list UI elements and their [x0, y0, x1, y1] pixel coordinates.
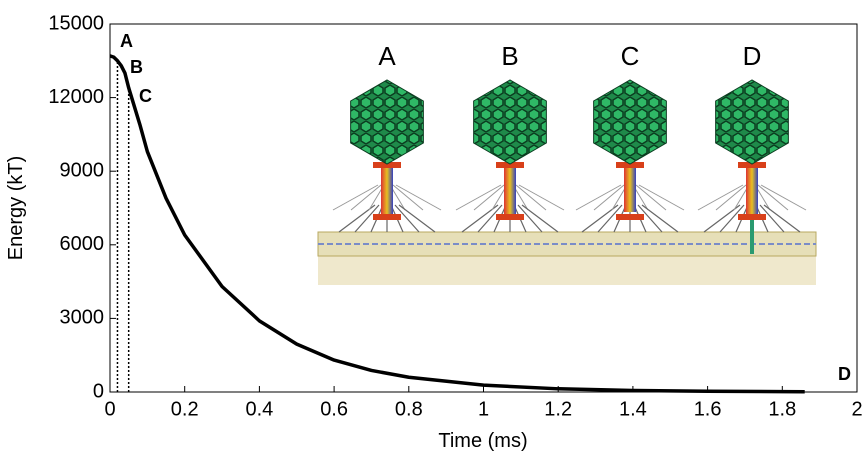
x-tick-label: 1.8 — [768, 398, 796, 420]
inset-illustration: A B C D — [318, 41, 816, 285]
phage-head — [594, 80, 667, 164]
baseplate — [496, 214, 524, 220]
x-tick-label: 0.4 — [245, 398, 273, 420]
energy-curve — [110, 56, 805, 392]
inset-label: B — [501, 41, 518, 71]
phage-tail — [381, 168, 393, 218]
baseplate — [373, 214, 401, 220]
inset-label: A — [378, 41, 396, 71]
x-tick-label: 1 — [478, 398, 489, 420]
x-tick-label: 0.6 — [320, 398, 348, 420]
y-tick-label: 12000 — [48, 86, 104, 108]
phage-head — [716, 80, 789, 164]
y-tick-label: 0 — [93, 380, 104, 402]
x-tick-label: 2 — [851, 398, 862, 420]
chart: ABCD Energy (kT) Time (ms) 0300060009000… — [0, 0, 868, 458]
annotation: B — [130, 57, 143, 77]
tail-fiber — [399, 205, 435, 232]
phage-tail — [624, 168, 636, 212]
x-tick-label: 1.4 — [619, 398, 647, 420]
x-tick-label: 1.6 — [694, 398, 722, 420]
y-tick-label: 9000 — [60, 159, 105, 181]
phage-head — [474, 80, 547, 164]
annotation: A — [120, 31, 133, 51]
baseplate — [738, 214, 766, 220]
x-tick-label: 0.2 — [171, 398, 199, 420]
tail-fiber — [522, 205, 558, 232]
y-axis-label: Energy (kT) — [5, 156, 27, 260]
x-tick-label: 0.8 — [395, 398, 423, 420]
annotation: C — [139, 86, 152, 106]
annotation: D — [838, 364, 851, 384]
y-tick-label: 3000 — [60, 307, 105, 329]
y-tick-label: 15000 — [48, 12, 104, 34]
baseplate — [616, 214, 644, 220]
inset-label: C — [621, 41, 640, 71]
x-tick-label: 1.2 — [544, 398, 572, 420]
inset-label: D — [743, 41, 762, 71]
tail-fiber — [642, 205, 678, 232]
dna-channel — [750, 220, 754, 254]
phage-tail — [504, 168, 516, 218]
phage-head — [351, 80, 424, 164]
phage-tail — [746, 168, 758, 218]
tail-fiber — [764, 205, 800, 232]
plot-frame — [110, 24, 857, 392]
y-tick-label: 6000 — [60, 233, 105, 255]
x-axis-label: Time (ms) — [438, 430, 527, 452]
x-tick-label: 0 — [104, 398, 115, 420]
